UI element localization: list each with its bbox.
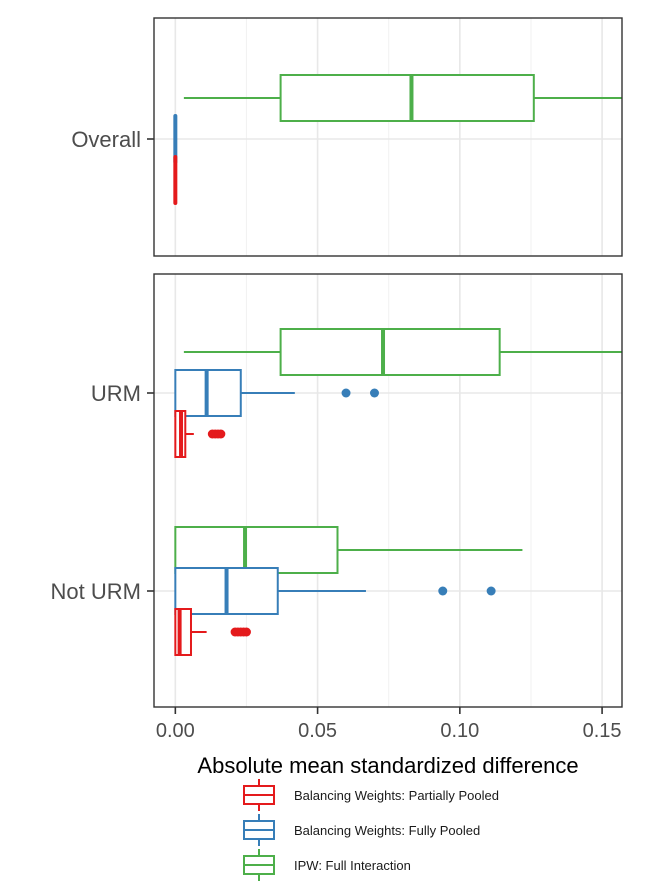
outlier-point (369, 388, 379, 398)
outlier-point (486, 586, 496, 596)
outlier-point (216, 429, 226, 439)
y-tick-label: Overall (71, 127, 141, 152)
outlier-point (341, 388, 351, 398)
x-tick-label: 0.10 (440, 720, 479, 742)
box-ipw-overall (183, 74, 622, 122)
box-iqr (279, 74, 535, 122)
legend-item-full: Balancing Weights: Fully Pooled (243, 814, 480, 846)
panel-top: Overall (71, 17, 623, 257)
y-tick-label: Not URM (51, 579, 141, 604)
legend-item-ipw: IPW: Full Interaction (243, 849, 411, 881)
panel-data (174, 328, 622, 656)
box-partial-urm (174, 410, 226, 458)
x-axis-title: Absolute mean standardized difference (197, 753, 578, 778)
legend-label: IPW: Full Interaction (294, 858, 411, 873)
panel-background (154, 18, 622, 256)
legend-label: Balancing Weights: Fully Pooled (294, 823, 480, 838)
panel-border (153, 17, 623, 257)
box-ipw-urm (183, 328, 622, 376)
box-iqr (279, 328, 501, 376)
x-tick-label: 0.15 (583, 720, 622, 742)
box-full-not-urm (174, 567, 496, 615)
outlier-point (438, 586, 448, 596)
x-tick-label: 0.05 (298, 720, 337, 742)
x-tick-label: 0.00 (156, 720, 195, 742)
box-iqr (174, 526, 339, 574)
legend-label: Balancing Weights: Partially Pooled (294, 788, 499, 803)
panel-border (153, 273, 623, 708)
outlier-point (241, 627, 251, 637)
panel-bottom: URM Not URM (51, 273, 623, 708)
legend: Balancing Weights: Partially Pooled Balan… (243, 779, 499, 881)
legend-item-partial: Balancing Weights: Partially Pooled (243, 779, 499, 811)
box-partial-not-urm (174, 608, 251, 656)
box-full-urm (174, 369, 379, 417)
y-tick-label: URM (91, 381, 141, 406)
panel-data (173, 74, 622, 205)
